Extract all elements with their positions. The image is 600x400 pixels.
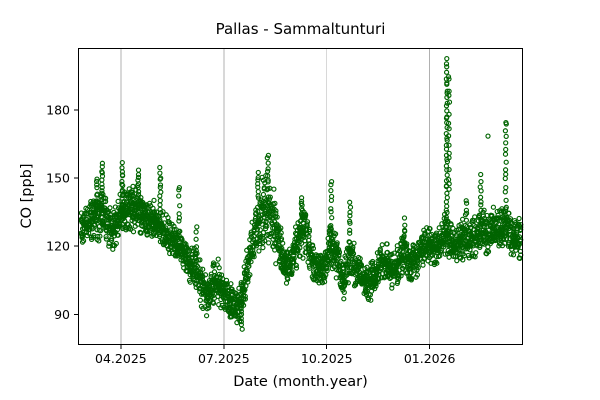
x-tick-label: 01.2026 <box>404 351 456 366</box>
chart-title: Pallas - Sammaltunturi <box>215 20 386 38</box>
x-tick-label: 04.2025 <box>95 351 147 366</box>
scatter-points <box>78 55 524 332</box>
x-tick-label: 10.2025 <box>301 351 353 366</box>
y-tick-label: 150 <box>46 171 70 186</box>
x-axis-label: Date (month.year) <box>233 374 368 390</box>
y-tick-label: 180 <box>46 102 70 117</box>
x-tick-label: 07.2025 <box>198 351 250 366</box>
y-tick-label: 90 <box>54 307 70 322</box>
y-axis-ticks: 90 120 150 180 <box>46 102 78 322</box>
gridlines <box>120 48 431 345</box>
axes-frame <box>78 48 523 345</box>
y-tick-label: 120 <box>46 239 70 254</box>
x-axis-ticks: 04.2025 07.2025 10.2025 01.2026 <box>95 345 456 366</box>
y-axis-label: CO [ppb] <box>19 163 35 229</box>
